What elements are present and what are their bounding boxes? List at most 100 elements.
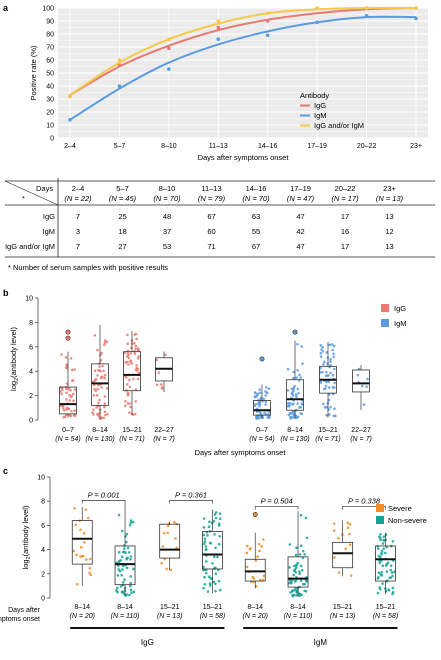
jitter-point — [348, 543, 352, 546]
jitter-point — [174, 537, 177, 540]
jitter-point — [381, 542, 385, 545]
jitter-point — [73, 409, 76, 412]
jitter-point — [99, 358, 103, 362]
table-cell: 25 — [118, 212, 126, 221]
jitter-point — [98, 365, 101, 368]
pvalue-label: P = 0.504 — [261, 496, 293, 505]
jitter-point — [105, 387, 109, 390]
jitter-point — [263, 411, 266, 415]
jitter-point — [332, 355, 336, 359]
outlier-point — [65, 329, 71, 335]
jitter-point — [253, 403, 257, 406]
jitter-point — [378, 587, 382, 591]
y-tick-label: 60 — [46, 58, 54, 65]
x-tick-label: 8–14 — [74, 604, 90, 611]
jitter-point — [267, 416, 271, 419]
jitter-point — [88, 571, 91, 575]
jitter-point — [133, 333, 137, 336]
box — [244, 558, 266, 582]
x-tick-label: 15–21 — [122, 427, 142, 434]
table-column-n: (N = 13) — [376, 194, 404, 203]
jitter-point — [255, 415, 258, 419]
jitter-point — [93, 369, 97, 372]
jitter-point — [102, 416, 105, 420]
jitter-point — [135, 337, 138, 341]
jitter-point — [382, 547, 385, 551]
jitter-point — [161, 545, 165, 548]
jitter-point — [128, 584, 132, 588]
jitter-point — [332, 367, 336, 371]
jitter-point — [300, 593, 303, 597]
jitter-point — [296, 368, 299, 372]
jitter-point — [68, 399, 72, 402]
box — [71, 520, 93, 565]
x-tick-n: (N = 54) — [55, 436, 80, 443]
jitter-point — [382, 535, 386, 538]
jitter-point — [380, 574, 384, 577]
jitter-point — [125, 532, 129, 536]
jitter-point — [296, 342, 299, 346]
jitter-point — [103, 402, 107, 405]
jitter-point — [216, 555, 219, 559]
jitter-point — [60, 353, 63, 356]
jitter-point — [255, 394, 258, 398]
jitter-point — [166, 524, 170, 528]
data-point — [68, 118, 72, 122]
jitter-point — [125, 540, 128, 544]
box — [59, 386, 77, 415]
x-tick-label: 11–13 — [209, 143, 228, 150]
jitter-point — [137, 355, 140, 358]
jitter-point — [325, 370, 328, 374]
jitter-point — [205, 560, 208, 563]
table-column-days: 5–7 — [116, 184, 129, 193]
box — [286, 379, 304, 411]
jitter-point — [218, 517, 222, 520]
jitter-point — [202, 517, 206, 520]
series-line-1 — [69, 15, 417, 121]
jitter-point — [96, 348, 99, 352]
jitter-point — [89, 573, 93, 577]
jitter-point — [163, 353, 167, 357]
jitter-point — [132, 377, 135, 381]
jitter-point — [295, 564, 298, 567]
y-tick-label: 10 — [46, 123, 54, 130]
jitter-point — [386, 561, 390, 564]
jitter-point — [129, 558, 132, 561]
jitter-point — [124, 399, 127, 403]
x-tick-n: (N = 13) — [330, 613, 355, 620]
jitter-point — [378, 561, 382, 565]
jitter-point — [92, 408, 95, 411]
x-tick-label: 15–21 — [318, 427, 338, 434]
jitter-point — [326, 362, 329, 366]
jitter-point — [126, 333, 129, 337]
x-tick-label: 8–14 — [92, 427, 108, 434]
outlier-point — [259, 356, 265, 362]
x-tick-n: (N = 71) — [119, 436, 144, 443]
jitter-point — [96, 374, 99, 377]
jitter-point — [160, 383, 163, 386]
jitter-point — [101, 364, 104, 368]
jitter-point — [257, 401, 261, 405]
data-point — [364, 6, 369, 10]
jitter-point — [262, 574, 266, 578]
jitter-point — [208, 582, 212, 585]
jitter-point — [129, 581, 132, 585]
jitter-point — [299, 564, 303, 568]
jitter-point — [69, 357, 73, 360]
y-tick-label: 50 — [46, 71, 54, 78]
jitter-point — [380, 570, 383, 574]
y-axis-title: log2(antibody level) — [9, 327, 20, 391]
jitter-point — [329, 371, 332, 375]
jitter-point — [325, 405, 329, 409]
table-cell: 17 — [341, 242, 349, 251]
jitter-point — [254, 559, 258, 562]
jitter-point — [262, 538, 265, 541]
jitter-point — [327, 408, 330, 411]
table-cell: 42 — [296, 227, 304, 236]
jitter-point — [120, 573, 123, 577]
jitter-point — [288, 581, 291, 585]
jitter-point — [262, 397, 266, 401]
x-tick-label: 22–27 — [154, 427, 174, 434]
jitter-point — [332, 414, 336, 418]
